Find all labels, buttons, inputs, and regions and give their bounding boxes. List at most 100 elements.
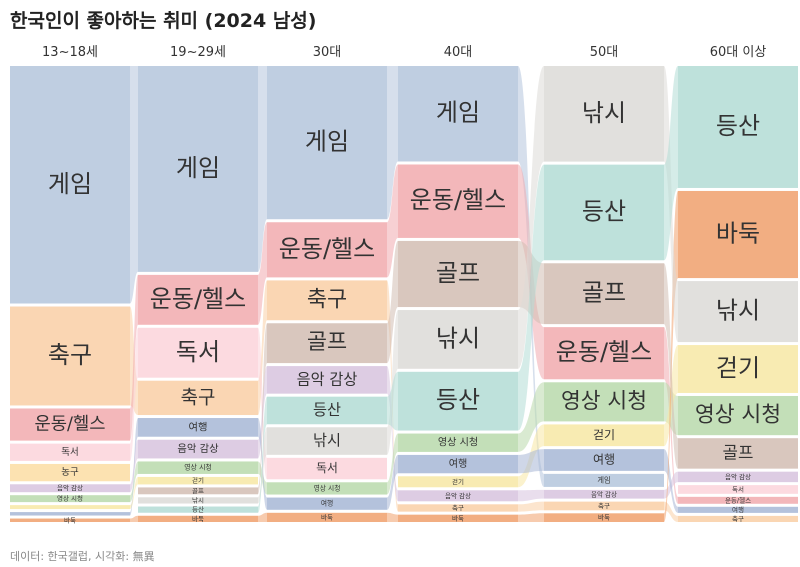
node-바둑-4 [544, 513, 664, 522]
node-label-걷기-1: 걷기 [192, 476, 204, 485]
node-낚시-5 [678, 281, 798, 343]
node-label-낚시-3: 낚시 [436, 324, 480, 352]
node-골프-2 [267, 323, 387, 364]
node-축구-0 [10, 306, 130, 406]
node-label-음악-감상-2: 음악 감상 [297, 370, 358, 388]
link-등산-4 [664, 66, 678, 261]
column-header-1: 19~29세 [170, 45, 226, 60]
node-label-낚시-1: 낚시 [192, 495, 204, 504]
node-영상-시청-2 [267, 482, 387, 495]
link-바둑-1 [258, 512, 267, 522]
node-label-낚시-5: 낚시 [716, 297, 760, 325]
node-바둑-0 [10, 518, 130, 522]
node-label-독서-2: 독서 [316, 461, 338, 475]
node-label-독서-1: 독서 [176, 338, 220, 366]
node-게임-0 [10, 66, 130, 304]
node-label-음악-감상-5: 음악 감상 [725, 472, 751, 481]
node-음악-감상-3 [398, 490, 518, 502]
node-label-여행-2: 여행 [321, 499, 333, 508]
source-note: 데이터: 한국갤럽, 시각화: 無異 [10, 550, 155, 563]
node-label-낚시-2: 낚시 [313, 432, 341, 450]
node-등산-4 [544, 164, 664, 261]
node-운동-헬스-0 [10, 408, 130, 441]
node-낚시-4 [544, 66, 664, 162]
node-낚시-1 [138, 497, 258, 504]
node-label-골프-4: 골프 [582, 279, 626, 307]
node-label-축구-3: 축구 [452, 503, 464, 512]
link-바둑-3 [518, 513, 544, 522]
node-label-골프-1: 골프 [192, 487, 204, 495]
node-label-음악-감상-3: 음악 감상 [445, 491, 471, 500]
node-독서-1 [138, 327, 258, 378]
node-label-등산-3: 등산 [436, 386, 480, 414]
node-음악-감상-1 [138, 439, 258, 459]
node-게임-2 [267, 66, 387, 220]
node-label-등산-4: 등산 [582, 197, 626, 225]
node-바둑-3 [398, 514, 518, 522]
link-영상-시청-2 [387, 433, 398, 495]
node-여행-2 [267, 497, 387, 510]
column-headers: 13~18세 19~29세 30대 40대 50대 60대 이상 [42, 45, 766, 60]
node-축구-1 [138, 380, 258, 416]
node-영상-시청-0 [10, 495, 130, 503]
node-label-여행-3: 여행 [449, 458, 468, 470]
node-label-게임-1: 게임 [176, 154, 220, 182]
link-축구-4 [664, 501, 678, 522]
node-음악-감상-0 [10, 484, 130, 493]
node-등산-1 [138, 506, 258, 513]
node-label-바둑-0: 바둑 [64, 515, 76, 524]
node-label-영상-시청-3: 영상 시청 [438, 437, 478, 449]
node-label-음악-감상-4: 음악 감상 [591, 489, 617, 498]
link-운동-헬스-2 [387, 164, 398, 278]
node-걷기-5 [678, 345, 798, 393]
node-축구-4 [544, 501, 664, 511]
node-label-영상-시청-5: 영상 시청 [695, 403, 781, 428]
node-낚시-3 [398, 310, 518, 369]
link-운동-헬스-0 [130, 274, 138, 441]
node-운동-헬스-4 [544, 327, 664, 380]
node-골프-3 [398, 240, 518, 308]
node-label-운동-헬스-0: 운동/헬스 [34, 414, 105, 435]
node-label-여행-4: 여행 [593, 452, 615, 467]
node-게임-1 [138, 66, 258, 272]
node-label-독서-5: 독서 [732, 484, 744, 493]
node-여행-0 [10, 512, 130, 516]
link-등산-1 [258, 396, 267, 513]
node-label-걷기-3: 걷기 [452, 477, 464, 486]
node-음악-감상-4 [544, 489, 664, 499]
link-영상-시청-3 [518, 382, 544, 452]
node-label-운동-헬스-4: 운동/헬스 [556, 338, 652, 366]
column-header-4: 50대 [590, 45, 619, 60]
node-여행-4 [544, 449, 664, 471]
node-label-운동-헬스-5: 운동/헬스 [725, 495, 751, 504]
node-label-축구-0: 축구 [48, 341, 92, 369]
node-축구-5 [678, 515, 798, 522]
node-걷기-3 [398, 476, 518, 488]
link-게임-1 [258, 66, 267, 272]
node-운동-헬스-5 [678, 496, 798, 504]
node-label-운동-헬스-2: 운동/헬스 [279, 235, 375, 263]
node-영상-시청-3 [398, 433, 518, 452]
node-걷기-4 [544, 424, 664, 447]
node-label-축구-4: 축구 [598, 501, 610, 510]
node-바둑-1 [138, 515, 258, 522]
node-label-독서-0: 독서 [61, 447, 78, 458]
node-label-바둑-5: 바둑 [716, 220, 760, 248]
node-걷기-1 [138, 476, 258, 485]
node-label-운동-헬스-3: 운동/헬스 [410, 186, 506, 214]
node-label-영상-시청-0: 영상 시청 [57, 494, 83, 503]
link-영상-시청-0 [130, 461, 138, 503]
link-게임-0 [130, 66, 138, 304]
node-등산-2 [267, 396, 387, 425]
node-독서-2 [267, 457, 387, 480]
node-운동-헬스-1 [138, 274, 258, 325]
link-독서-0 [130, 327, 138, 461]
link-등산-2 [387, 371, 398, 431]
link-여행-3 [518, 449, 544, 474]
node-독서-0 [10, 443, 130, 461]
node-골프-4 [544, 263, 664, 325]
node-label-낚시-4: 낚시 [582, 99, 626, 127]
node-게임-3 [398, 66, 518, 162]
node-label-게임-0: 게임 [48, 170, 92, 198]
